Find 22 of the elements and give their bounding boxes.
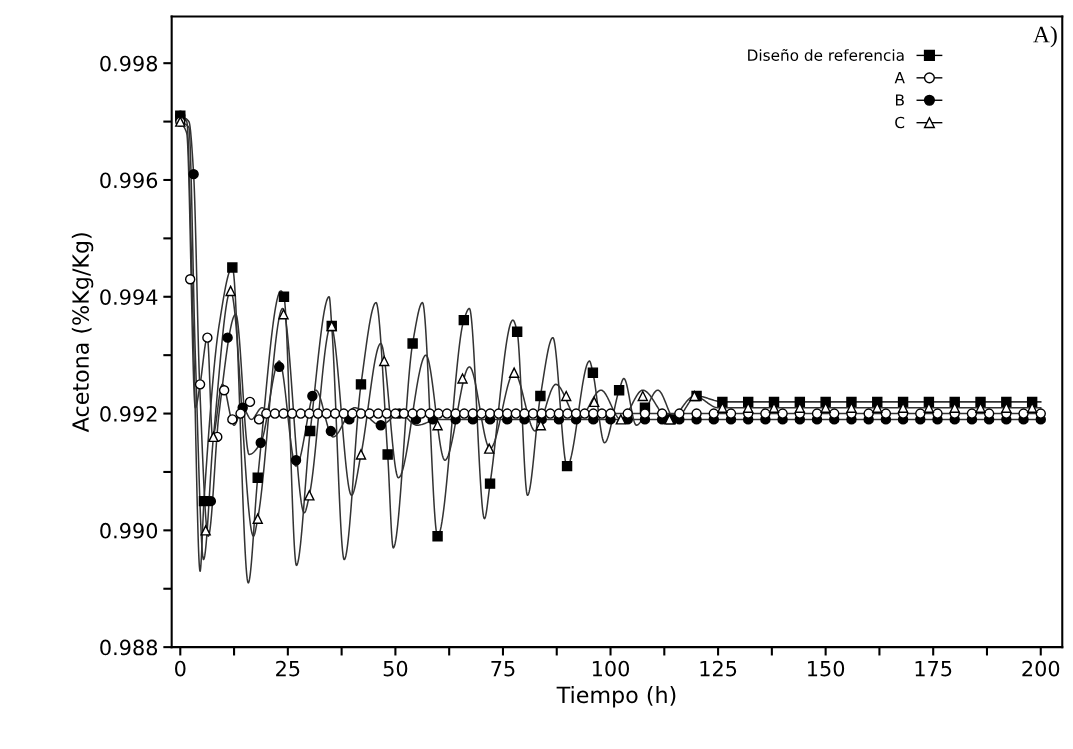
x-tick-label: 150 [808, 660, 845, 677]
legend-label: B [896, 94, 904, 106]
x-tick-label: 25 [276, 660, 300, 677]
y-tick-label: 0.988 [100, 639, 158, 656]
y-tick-label: 0.996 [100, 172, 158, 189]
y-tick-label: 0.998 [100, 55, 158, 72]
legend-label: A [894, 72, 905, 84]
legend-label: Diseño de referencia [748, 48, 904, 61]
x-tick-label: 0 [175, 660, 186, 677]
y-tick-label: 0.994 [100, 289, 158, 305]
x-tick-label: 75 [491, 660, 515, 677]
x-tick-label: 50 [383, 660, 408, 677]
x-tick-label: 100 [592, 660, 630, 677]
legend-label: C [895, 116, 905, 129]
x-tick-label: 125 [700, 660, 737, 677]
x-tick-label: 175 [915, 660, 952, 677]
annotation: A) [1033, 25, 1057, 48]
y-tick-label: 0.992 [100, 406, 157, 422]
x-tick-label: 200 [1022, 660, 1060, 677]
y-axis-title: Acetona (%Kg/Kg) [71, 233, 94, 433]
x-axis-title: Tiempo (h) [556, 686, 676, 708]
y-tick-label: 0.990 [100, 522, 158, 539]
